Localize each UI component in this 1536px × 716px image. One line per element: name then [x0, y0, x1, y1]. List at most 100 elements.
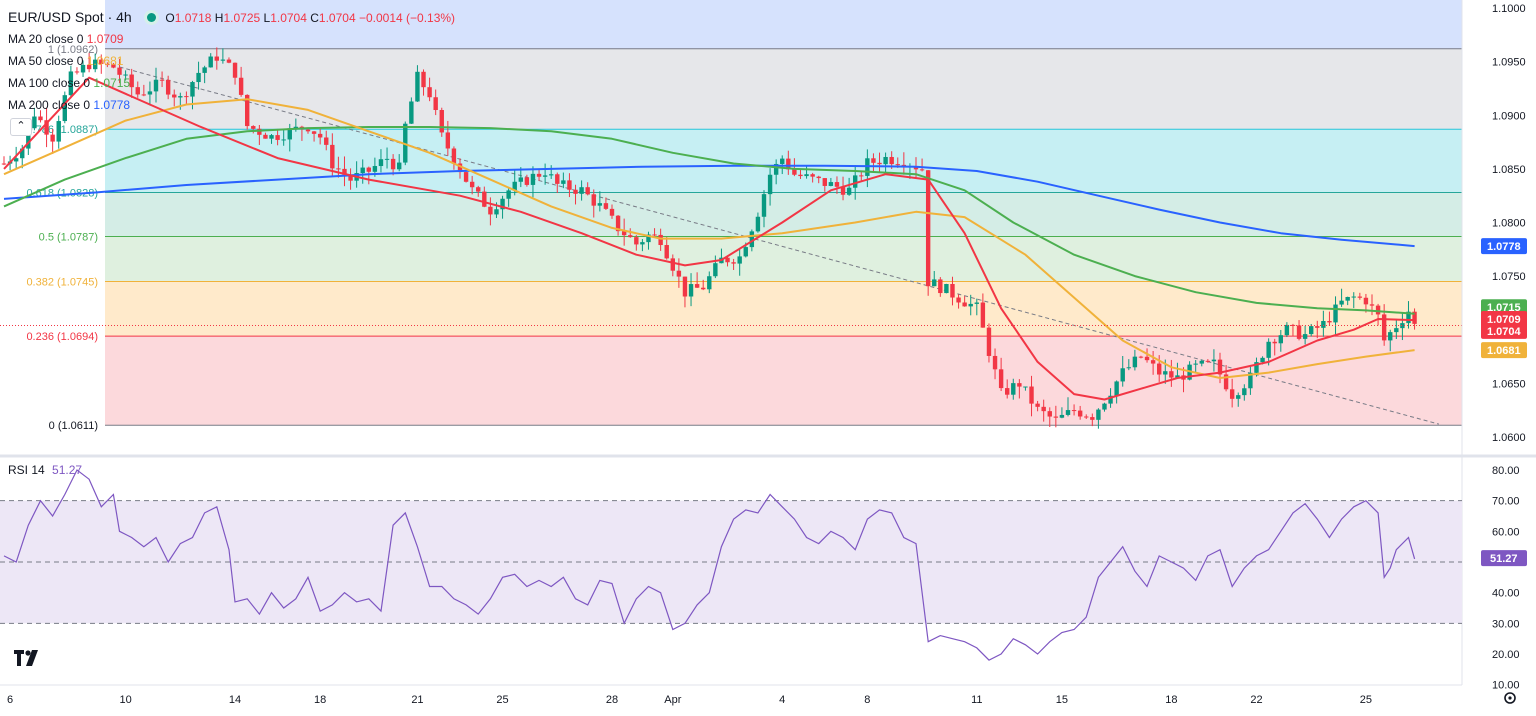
rsi-axis-tick: 20.00 [1492, 649, 1520, 661]
fib-zone [105, 281, 1462, 337]
candle-body [1114, 381, 1119, 396]
candle-body [147, 91, 153, 95]
candle-body [621, 231, 627, 236]
price-tag [1481, 238, 1527, 255]
candle-body [652, 234, 657, 236]
candle-body [1035, 403, 1040, 407]
candle-body [682, 276, 688, 297]
candle-body [944, 284, 949, 294]
time-axis-label: 25 [496, 694, 508, 706]
rsi-line [3, 469, 1416, 661]
time-axis-label: 8 [864, 694, 870, 706]
ma50-value: 1.0681 [86, 54, 124, 68]
candle-body [998, 369, 1004, 389]
candle-body [99, 59, 104, 65]
candle-body [360, 167, 365, 174]
tradingview-logo-icon[interactable] [14, 650, 40, 666]
candle-body [1096, 409, 1101, 420]
candle-body [44, 120, 49, 135]
candle-body [324, 137, 329, 145]
candle-body [281, 139, 286, 141]
candle-body [536, 173, 542, 177]
candle-body [701, 287, 706, 290]
candle-body [1296, 325, 1302, 339]
candle-body [1242, 388, 1247, 396]
candle-body [1345, 296, 1350, 301]
candle-body [153, 79, 159, 92]
price-tag [1481, 322, 1527, 339]
candle-body [1327, 320, 1332, 323]
rsi-axis-tick: 60.00 [1492, 526, 1520, 538]
candle-body [421, 71, 426, 88]
chevron-up-icon[interactable]: ⌃ [10, 118, 32, 136]
legend-header-row: EUR/USD Spot · 4h O1.0718 H1.0725 L1.070… [8, 6, 455, 28]
legend-ma50[interactable]: MA 50 close 0 1.0681 [8, 50, 455, 72]
candle-body [1351, 296, 1356, 298]
candle-body [1278, 335, 1283, 344]
candle-body [834, 182, 840, 187]
candle-body [980, 302, 986, 328]
ma20-line [3, 76, 1415, 401]
time-axis-label: 11 [971, 694, 982, 706]
candle-body [141, 94, 147, 96]
candle-body [1339, 300, 1344, 305]
price-axis-tick: 1.0800 [1492, 218, 1526, 230]
candle-body [919, 169, 925, 171]
candle-body [804, 174, 809, 177]
candle-body [372, 166, 378, 172]
price-axis-tick: 1.0600 [1492, 432, 1526, 444]
time-axis-label: 18 [1165, 694, 1177, 706]
candle-body [737, 256, 742, 264]
candle-body [798, 174, 803, 177]
candle-body [111, 64, 116, 68]
candle-body [506, 190, 511, 199]
legend-ma200[interactable]: MA 200 close 0 1.0778 [8, 94, 455, 116]
rsi-value-tag [1481, 550, 1527, 567]
candle-body [62, 95, 67, 122]
candle-body [1053, 416, 1059, 418]
candle-body [609, 208, 615, 216]
trendline [119, 66, 1440, 425]
gear-icon[interactable] [1504, 692, 1516, 704]
candle-body [1199, 360, 1204, 364]
open-label: O [165, 11, 175, 25]
candle-body [786, 158, 791, 170]
candle-body [974, 302, 979, 304]
candle-body [1126, 367, 1131, 369]
rsi-value-tag-label: 51.27 [1490, 553, 1518, 565]
candle-body [336, 168, 341, 170]
candle-body [1266, 341, 1271, 358]
candle-body [397, 162, 402, 170]
candle-body [1120, 368, 1125, 382]
candle-body [1169, 371, 1174, 378]
candle-body [427, 87, 432, 98]
candle-body [129, 74, 134, 88]
symbol-title[interactable]: EUR/USD Spot · 4h [8, 9, 132, 25]
legend-ma20[interactable]: MA 20 close 0 1.0709 [8, 28, 455, 50]
price-axis-tick: 1.0750 [1492, 271, 1526, 283]
candle-body [220, 59, 226, 61]
candle-body [86, 64, 92, 70]
price-tag-label: 1.0704 [1487, 326, 1522, 338]
candle-body [184, 96, 189, 98]
fib-level-label: 0 (1.0611) [49, 420, 98, 432]
fib-level-label: 1 (1.0962) [48, 44, 98, 56]
candle-body [567, 180, 572, 190]
candle-body [172, 94, 177, 98]
candle-body [615, 215, 621, 232]
candle-body [348, 174, 353, 181]
candle-body [93, 59, 98, 70]
gear-icon-center [1508, 696, 1512, 700]
candle-body [1284, 324, 1290, 336]
candle-body [476, 187, 481, 192]
candle-body [1084, 416, 1089, 418]
fib-zone-top [105, 0, 1462, 49]
candle-body [755, 216, 761, 232]
legend-ma100[interactable]: MA 100 close 0 1.0715 [8, 72, 455, 94]
candle-body [670, 258, 675, 271]
candle-body [403, 123, 408, 163]
candle-body [390, 158, 396, 170]
close-value: 1.0704 [318, 11, 356, 25]
